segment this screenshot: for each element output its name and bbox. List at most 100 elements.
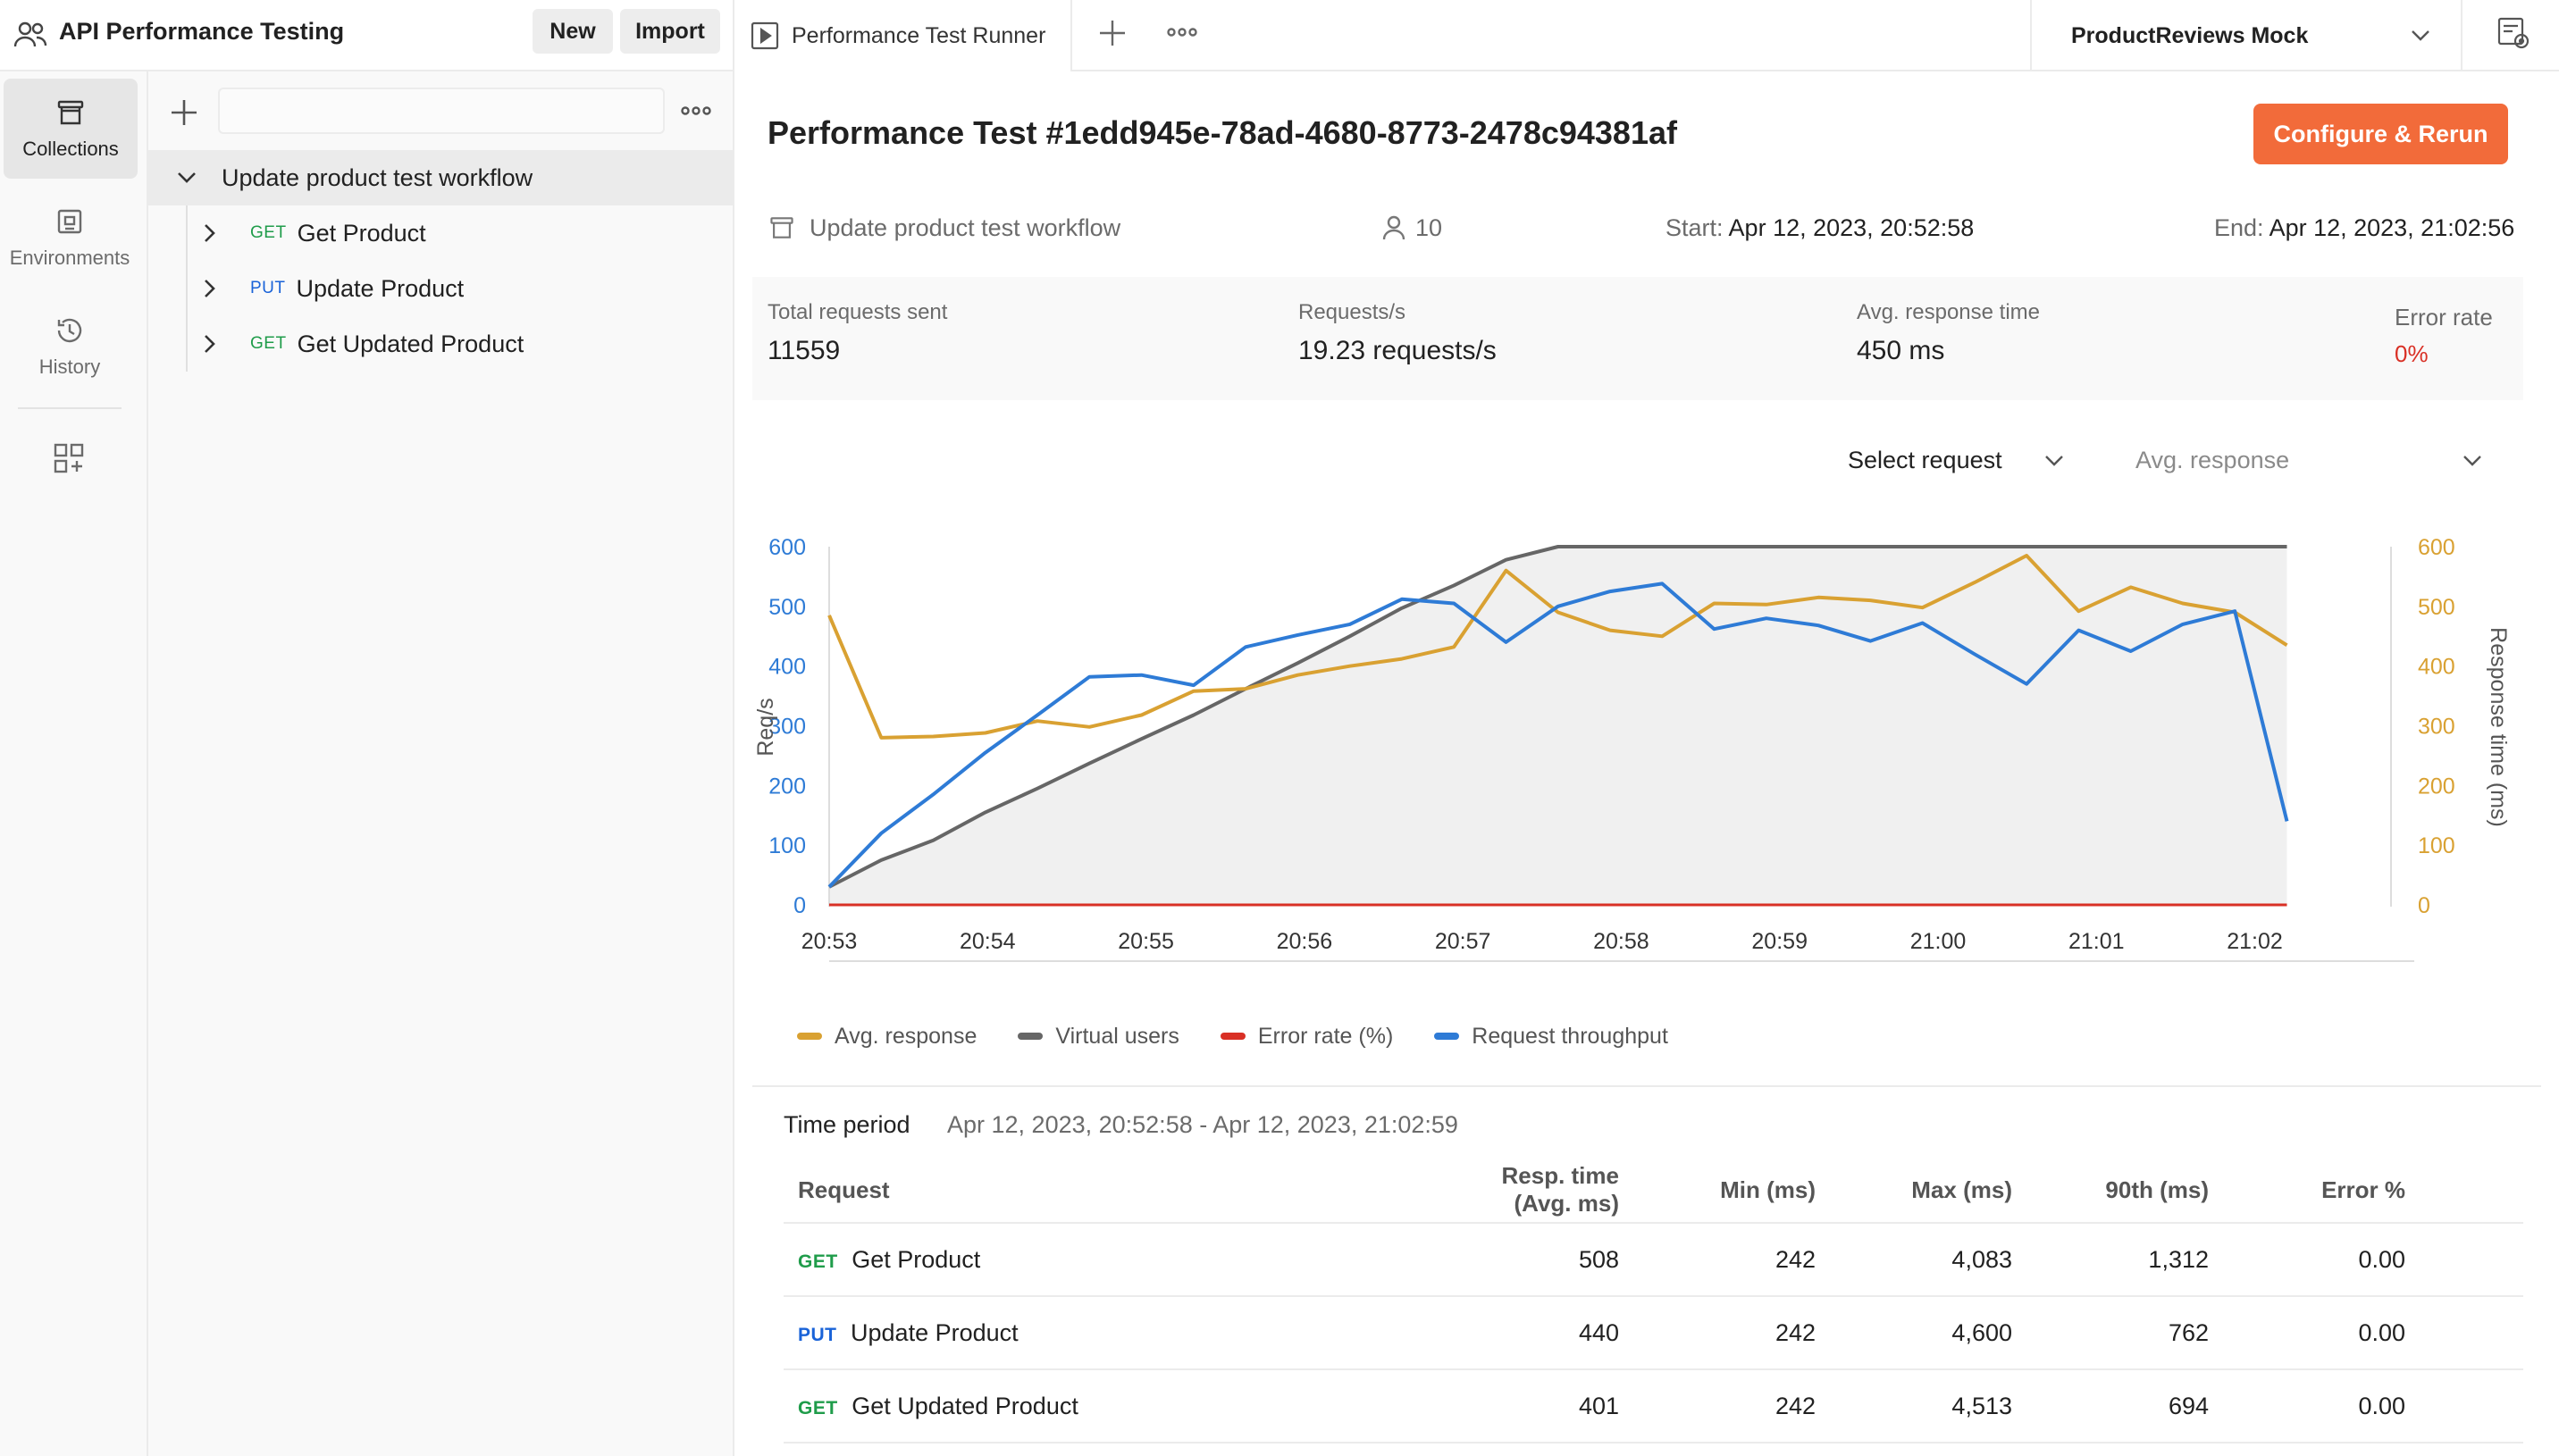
- y2-tick-label: 0: [2418, 893, 2430, 918]
- table-row[interactable]: PUT Update Product 440 242 4,600 762 0.0…: [784, 1297, 2523, 1370]
- import-button[interactable]: Import: [620, 9, 720, 54]
- metric-dropdown[interactable]: Avg. response: [2135, 447, 2484, 474]
- series-line-virtual-users[interactable]: [828, 545, 2287, 889]
- y-tick-label: 0: [793, 893, 806, 918]
- tree-guide: [186, 205, 188, 372]
- time-period-value: Apr 12, 2023, 20:52:58 - Apr 12, 2023, 2…: [947, 1111, 1458, 1138]
- chevron-right-icon[interactable]: [204, 223, 216, 243]
- legend-item-avg-response[interactable]: Avg. response: [797, 1024, 977, 1050]
- run-end: End: Apr 12, 2023, 21:02:56: [2214, 214, 2514, 242]
- request-row[interactable]: GET Get Updated Product: [148, 316, 734, 372]
- tab-more-icon[interactable]: [1167, 25, 1197, 39]
- collection-icon: [768, 213, 796, 243]
- rail-collections[interactable]: Collections: [4, 79, 138, 179]
- series-line-avg-response[interactable]: [827, 554, 2288, 740]
- left-rail: Collections Environments History: [0, 71, 148, 1456]
- legend-label: Virtual users: [1055, 1023, 1179, 1049]
- stat-error-rate: Error rate 0%: [2395, 304, 2493, 368]
- legend-item-error-rate[interactable]: Error rate (%): [1220, 1024, 1393, 1050]
- table-row[interactable]: GET Get Updated Product 401 242 4,513 69…: [784, 1370, 2523, 1443]
- workspace-title[interactable]: API Performance Testing: [59, 18, 345, 45]
- collections-icon: [55, 96, 87, 129]
- request-name: Get Product: [852, 1245, 981, 1273]
- legend-swatch: [1018, 1033, 1044, 1040]
- method-badge: GET: [798, 1397, 838, 1418]
- play-icon: [751, 21, 779, 50]
- legend-item-virtual-users[interactable]: Virtual users: [1018, 1024, 1179, 1050]
- workspace-header: API Performance Testing New Import: [0, 0, 734, 71]
- y-tick-label: 500: [768, 595, 806, 620]
- run-start: Start: Apr 12, 2023, 20:52:58: [1665, 214, 1974, 242]
- add-workbench-icon[interactable]: [52, 441, 86, 475]
- table-row[interactable]: GET Get Product 508 242 4,083 1,312 0.00: [784, 1224, 2523, 1297]
- more-options-icon[interactable]: [681, 104, 711, 118]
- y-tick-label: 100: [768, 833, 806, 858]
- avg-cell: 401: [1578, 1392, 1619, 1419]
- stat-requests-per-second: Requests/s 19.23 requests/s: [1298, 300, 1497, 366]
- chevron-right-icon[interactable]: [204, 279, 216, 298]
- virtual-user-count: 10: [1415, 214, 1443, 241]
- column-header: Request: [798, 1176, 890, 1203]
- x-tick-label: 20:55: [1118, 929, 1174, 954]
- stat-label: Requests/s: [1298, 300, 1406, 324]
- environment-name: ProductReviews Mock: [2071, 22, 2309, 48]
- rail-label: History: [38, 356, 101, 378]
- column-header: Min (ms): [1720, 1176, 1816, 1203]
- virtual-users-area: [829, 547, 2287, 905]
- start-value: Apr 12, 2023, 20:52:58: [1728, 214, 1975, 241]
- run-title: Performance Test #1edd945e-78ad-4680-877…: [768, 114, 1677, 151]
- x-tick-label: 20:57: [1435, 929, 1491, 954]
- rail-environments[interactable]: Environments: [0, 188, 139, 288]
- rail-history[interactable]: History: [0, 297, 139, 397]
- column-header: Max (ms): [1911, 1176, 2012, 1203]
- tab-label: Performance Test Runner: [792, 22, 1046, 48]
- column-header: Resp. time (Avg. ms): [1501, 1162, 1620, 1217]
- end-label: End:: [2214, 214, 2264, 241]
- legend-swatch: [1434, 1033, 1460, 1040]
- series-line-request-throughput[interactable]: [827, 582, 2289, 889]
- chevron-down-icon: [2463, 455, 2482, 467]
- column-header: Error %: [2321, 1176, 2405, 1203]
- collection-row[interactable]: Update product test workflow: [148, 150, 734, 205]
- start-label: Start:: [1665, 214, 1724, 241]
- tab-performance-runner[interactable]: Performance Test Runner: [734, 0, 1072, 71]
- y-tick-label: 200: [768, 774, 806, 799]
- environment-quick-look-icon[interactable]: [2496, 16, 2532, 52]
- legend-item-throughput[interactable]: Request throughput: [1434, 1024, 1668, 1050]
- add-icon[interactable]: [168, 96, 200, 129]
- environment-selector[interactable]: ProductReviews Mock: [2032, 0, 2461, 71]
- new-tab-icon[interactable]: [1097, 18, 1128, 48]
- chevron-down-icon: [2044, 455, 2064, 467]
- tab-divider: [2030, 0, 2032, 71]
- collection-name: Update product test workflow: [222, 163, 533, 191]
- request-row[interactable]: PUT Update Product: [148, 261, 734, 316]
- y2-tick-label: 200: [2418, 774, 2455, 799]
- run-collection-name: Update product test workflow: [810, 214, 1121, 241]
- column-header: 90th (ms): [2105, 1176, 2209, 1203]
- chart-svg: 0 0 100 100 200 200 300 300 400 400 500 500 600 600 20…: [753, 535, 2511, 962]
- chevron-right-icon[interactable]: [204, 334, 216, 354]
- p90-cell: 1,312: [2148, 1245, 2209, 1273]
- y-axis-label: Req/s: [753, 698, 778, 756]
- avg-cell: 508: [1578, 1245, 1619, 1273]
- max-cell: 4,600: [1951, 1318, 2012, 1346]
- dropdown-value: Select request: [1848, 447, 2002, 473]
- y2-tick-label: 500: [2418, 595, 2455, 620]
- rail-label: Collections: [22, 138, 119, 160]
- chevron-down-icon[interactable]: [177, 172, 197, 184]
- p90-cell: 694: [2168, 1392, 2209, 1419]
- request-row[interactable]: GET Get Product: [148, 205, 734, 261]
- select-request-dropdown[interactable]: Select request: [1848, 447, 2080, 474]
- summary-stats: Total requests sent 11559 Requests/s 19.…: [752, 277, 2523, 400]
- request-name: Get Updated Product: [852, 1392, 1078, 1419]
- search-input[interactable]: [218, 88, 665, 134]
- new-button[interactable]: New: [533, 9, 613, 54]
- legend-label: Request throughput: [1472, 1023, 1668, 1049]
- request-name: Update Product: [851, 1318, 1019, 1346]
- tab-divider: [2461, 0, 2463, 71]
- y-tick-label: 600: [768, 535, 806, 560]
- configure-rerun-button[interactable]: Configure & Rerun: [2253, 104, 2508, 164]
- request-cell: GET Get Product: [784, 1246, 1427, 1274]
- stat-value: 11559: [768, 336, 841, 365]
- stat-label: Error rate: [2395, 304, 2493, 331]
